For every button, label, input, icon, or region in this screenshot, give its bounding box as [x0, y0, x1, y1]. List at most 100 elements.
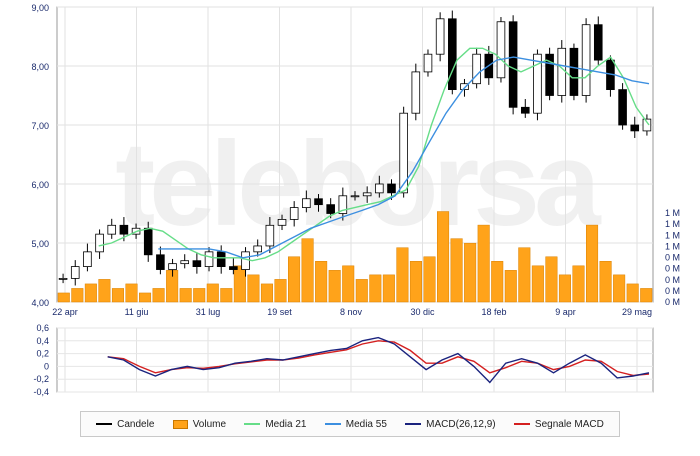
macd-plot-frame [56, 327, 654, 393]
candle-body [253, 245, 262, 253]
macd-tick-label: 0,4 [36, 336, 49, 346]
candle-body [229, 266, 238, 270]
candle-body [107, 224, 117, 235]
macd-tick-label: -0,4 [33, 387, 49, 397]
volume-bar [572, 265, 585, 303]
candle-body [411, 71, 421, 114]
volume-bar [274, 279, 287, 303]
candle-body [119, 224, 129, 235]
volume-bar [545, 256, 558, 303]
volume-bar [450, 238, 463, 303]
legend-swatch-segnale-macd [513, 423, 530, 425]
volume-bar [518, 247, 531, 303]
volume-bar [477, 224, 490, 303]
y-tick-label: 6,00 [31, 180, 49, 190]
candle-body [375, 183, 384, 194]
macd-line [107, 336, 650, 384]
macd-tick-label: 0 [44, 361, 49, 371]
volume-tick-label: 1 M [665, 241, 680, 251]
candle-body [399, 112, 408, 194]
candle-body [350, 195, 360, 198]
macd-tick-label: -0,2 [33, 374, 49, 384]
volume-tick-label: 0 M [665, 264, 680, 274]
volume-bar [504, 270, 517, 303]
volume-bar [464, 242, 477, 303]
volume-bar [531, 265, 544, 303]
volume-tick-label: 0 M [665, 286, 680, 296]
candle-body [545, 53, 554, 96]
x-tick-label: 18 feb [481, 307, 506, 317]
y-tick-label: 7,00 [31, 121, 49, 131]
volume-bar [193, 288, 206, 303]
candle-body [642, 118, 652, 132]
volume-bar [288, 256, 301, 303]
x-tick-label: 31 lug [196, 307, 221, 317]
volume-bar [626, 283, 639, 303]
volume-bar [206, 283, 219, 303]
candle-body [204, 251, 214, 268]
legend-label: Media 55 [345, 418, 387, 430]
volume-bar [84, 283, 97, 303]
candle-body [143, 227, 153, 256]
legend-item: Media 55 [324, 418, 387, 430]
candle-body [423, 53, 433, 73]
legend-label: Media 21 [265, 418, 307, 430]
legend-label: Volume [192, 418, 227, 430]
x-tick-label: 19 set [267, 307, 292, 317]
candle-body [520, 106, 530, 114]
x-tick-label: 29 mag [622, 307, 652, 317]
legend-label: MACD(26,12,9) [426, 418, 496, 430]
x-tick-label: 22 apr [52, 307, 78, 317]
candle-body [168, 263, 177, 270]
volume-tick-label: 0 M [665, 297, 680, 307]
candle-body [387, 183, 396, 194]
candle-body [569, 47, 579, 96]
legend-label: Candele [117, 418, 155, 430]
volume-bar [71, 288, 84, 303]
volume-tick-label: 0 M [665, 253, 680, 263]
candle-body [58, 277, 68, 280]
candle-body [472, 53, 481, 85]
volume-bar [586, 224, 599, 303]
candle-body [630, 124, 640, 132]
volume-tick-label: 1 M [665, 230, 680, 240]
volume-bar [409, 261, 422, 303]
legend-swatch-media-55 [324, 423, 341, 425]
y-tick-label: 9,00 [31, 3, 49, 13]
legend-item: Media 21 [244, 419, 306, 430]
candle-body [302, 198, 311, 209]
x-tick-label: 30 dic [410, 307, 435, 317]
candle-body [192, 260, 202, 268]
volume-bar [328, 270, 341, 303]
candle-body [508, 21, 518, 108]
volume-tick-label: 1 M [665, 219, 680, 229]
candle-body [216, 251, 226, 268]
candle-body [557, 47, 567, 96]
candle-body [362, 192, 372, 197]
candle-body [581, 24, 591, 96]
volume-bar [437, 211, 450, 303]
x-tick-label: 11 giu [125, 307, 149, 317]
volume-bar [111, 288, 124, 303]
legend-swatch-volume [172, 419, 188, 429]
volume-bar [233, 265, 246, 303]
volume-bar [152, 288, 165, 303]
y-tick-label: 8,00 [31, 62, 49, 72]
volume-bar [98, 279, 111, 303]
candle-body [95, 233, 104, 253]
macd-tick-label: 0,2 [36, 349, 49, 359]
candle-body [448, 18, 457, 91]
legend-swatch-media-21 [244, 423, 261, 425]
volume-bar [301, 238, 314, 303]
legend-label: Segnale MACD [534, 418, 604, 430]
y-tick-label: 5,00 [31, 239, 49, 249]
candle-body [460, 83, 469, 90]
volume-bar [369, 274, 382, 303]
volume-tick-label: 0 M [665, 275, 680, 285]
volume-bar [613, 274, 626, 303]
volume-bar [125, 283, 138, 303]
candle-body [289, 207, 299, 220]
chart-legend: Candele Volume Media 21 Media 55 MACD(26… [80, 411, 620, 437]
